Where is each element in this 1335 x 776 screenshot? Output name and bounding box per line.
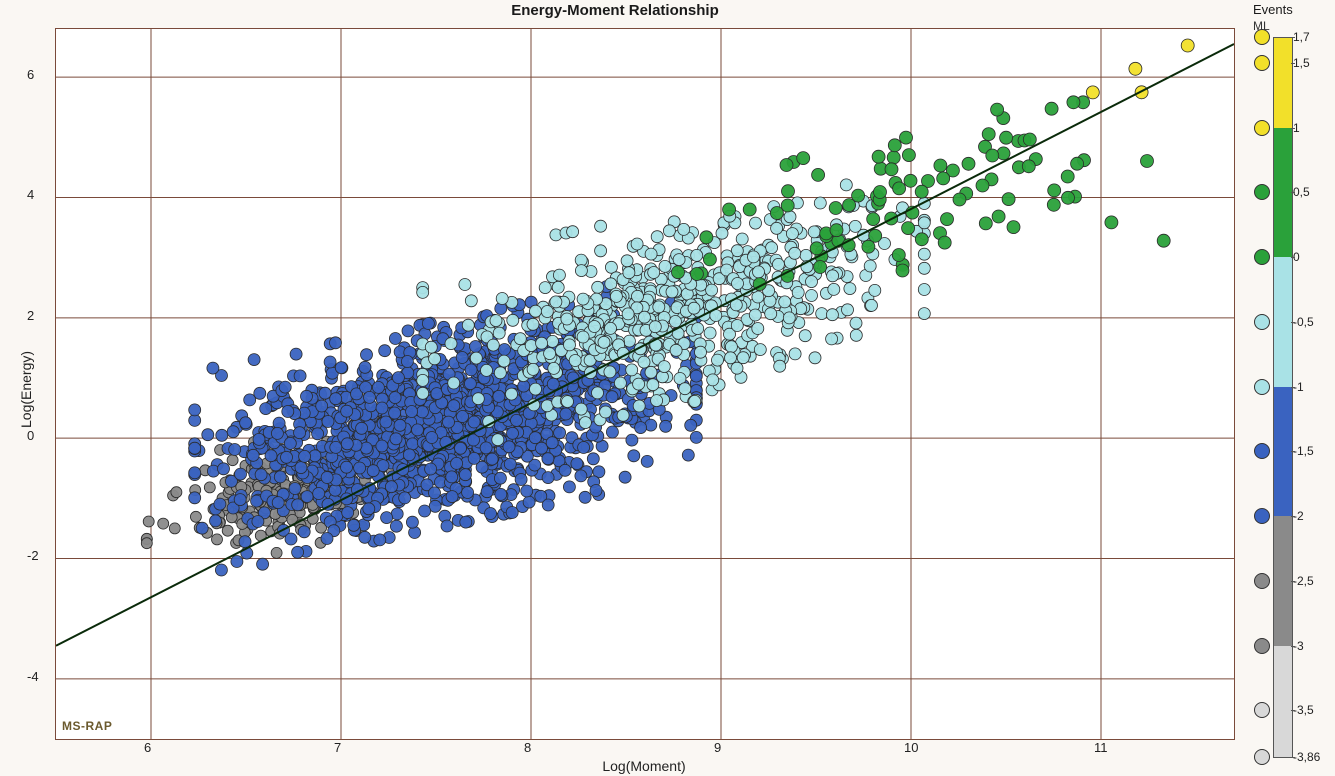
y-tick: 0: [27, 428, 49, 443]
y-tick: 4: [27, 187, 49, 202]
legend-scale: 1,71,510,50-0,5-1-1,5-2-2,5-3-3,5-3,86: [1251, 37, 1331, 757]
x-tick: 6: [144, 740, 151, 755]
legend-marker-dot: [1254, 749, 1270, 765]
y-tick: -2: [27, 548, 49, 563]
legend-tick-label: 1,5: [1293, 56, 1310, 70]
legend-segment: [1273, 128, 1293, 257]
x-tick: 10: [904, 740, 918, 755]
legend-marker-dot: [1254, 184, 1270, 200]
x-tick: 7: [334, 740, 341, 755]
legend-marker-dot: [1254, 702, 1270, 718]
legend-marker-dot: [1254, 508, 1270, 524]
y-tick: 2: [27, 308, 49, 323]
y-tick: -4: [27, 669, 49, 684]
scatter-plot: [56, 29, 1234, 739]
legend: Events ML 1,71,510,50-0,5-1-1,5-2-2,5-3-…: [1251, 2, 1331, 772]
legend-tick-label: -0,5: [1293, 315, 1314, 329]
legend-tick-label: -3,86: [1293, 750, 1320, 764]
x-tick: 11: [1094, 740, 1108, 755]
legend-tick-label: 1,7: [1293, 30, 1310, 44]
x-tick: 8: [524, 740, 531, 755]
legend-marker-dot: [1254, 638, 1270, 654]
legend-marker-dot: [1254, 29, 1270, 45]
chart-title: Energy-Moment Relationship: [0, 2, 1230, 19]
legend-segment: [1273, 37, 1293, 128]
legend-marker-dot: [1254, 249, 1270, 265]
legend-segment: [1273, 646, 1293, 757]
legend-marker-dot: [1254, 55, 1270, 71]
legend-tick-label: 0,5: [1293, 185, 1310, 199]
legend-tick-label: -1,5: [1293, 444, 1314, 458]
legend-tick-label: -2,5: [1293, 574, 1314, 588]
legend-segment: [1273, 257, 1293, 386]
legend-marker-dot: [1254, 573, 1270, 589]
watermark-label: MS-RAP: [62, 719, 112, 733]
legend-segment: [1273, 516, 1293, 645]
legend-marker-dot: [1254, 120, 1270, 136]
legend-marker-dot: [1254, 443, 1270, 459]
x-axis-label: Log(Moment): [55, 758, 1233, 774]
legend-title: Events: [1251, 2, 1331, 17]
legend-marker-dot: [1254, 379, 1270, 395]
legend-marker-dot: [1254, 314, 1270, 330]
legend-segment: [1273, 387, 1293, 516]
y-tick: 6: [27, 67, 49, 82]
x-tick: 9: [714, 740, 721, 755]
y-axis-label: Log(Energy): [18, 351, 34, 428]
chart-root: Energy-Moment Relationship MS-RAP Log(Mo…: [0, 0, 1335, 776]
plot-area[interactable]: MS-RAP: [55, 28, 1235, 740]
legend-tick-label: -3,5: [1293, 703, 1314, 717]
